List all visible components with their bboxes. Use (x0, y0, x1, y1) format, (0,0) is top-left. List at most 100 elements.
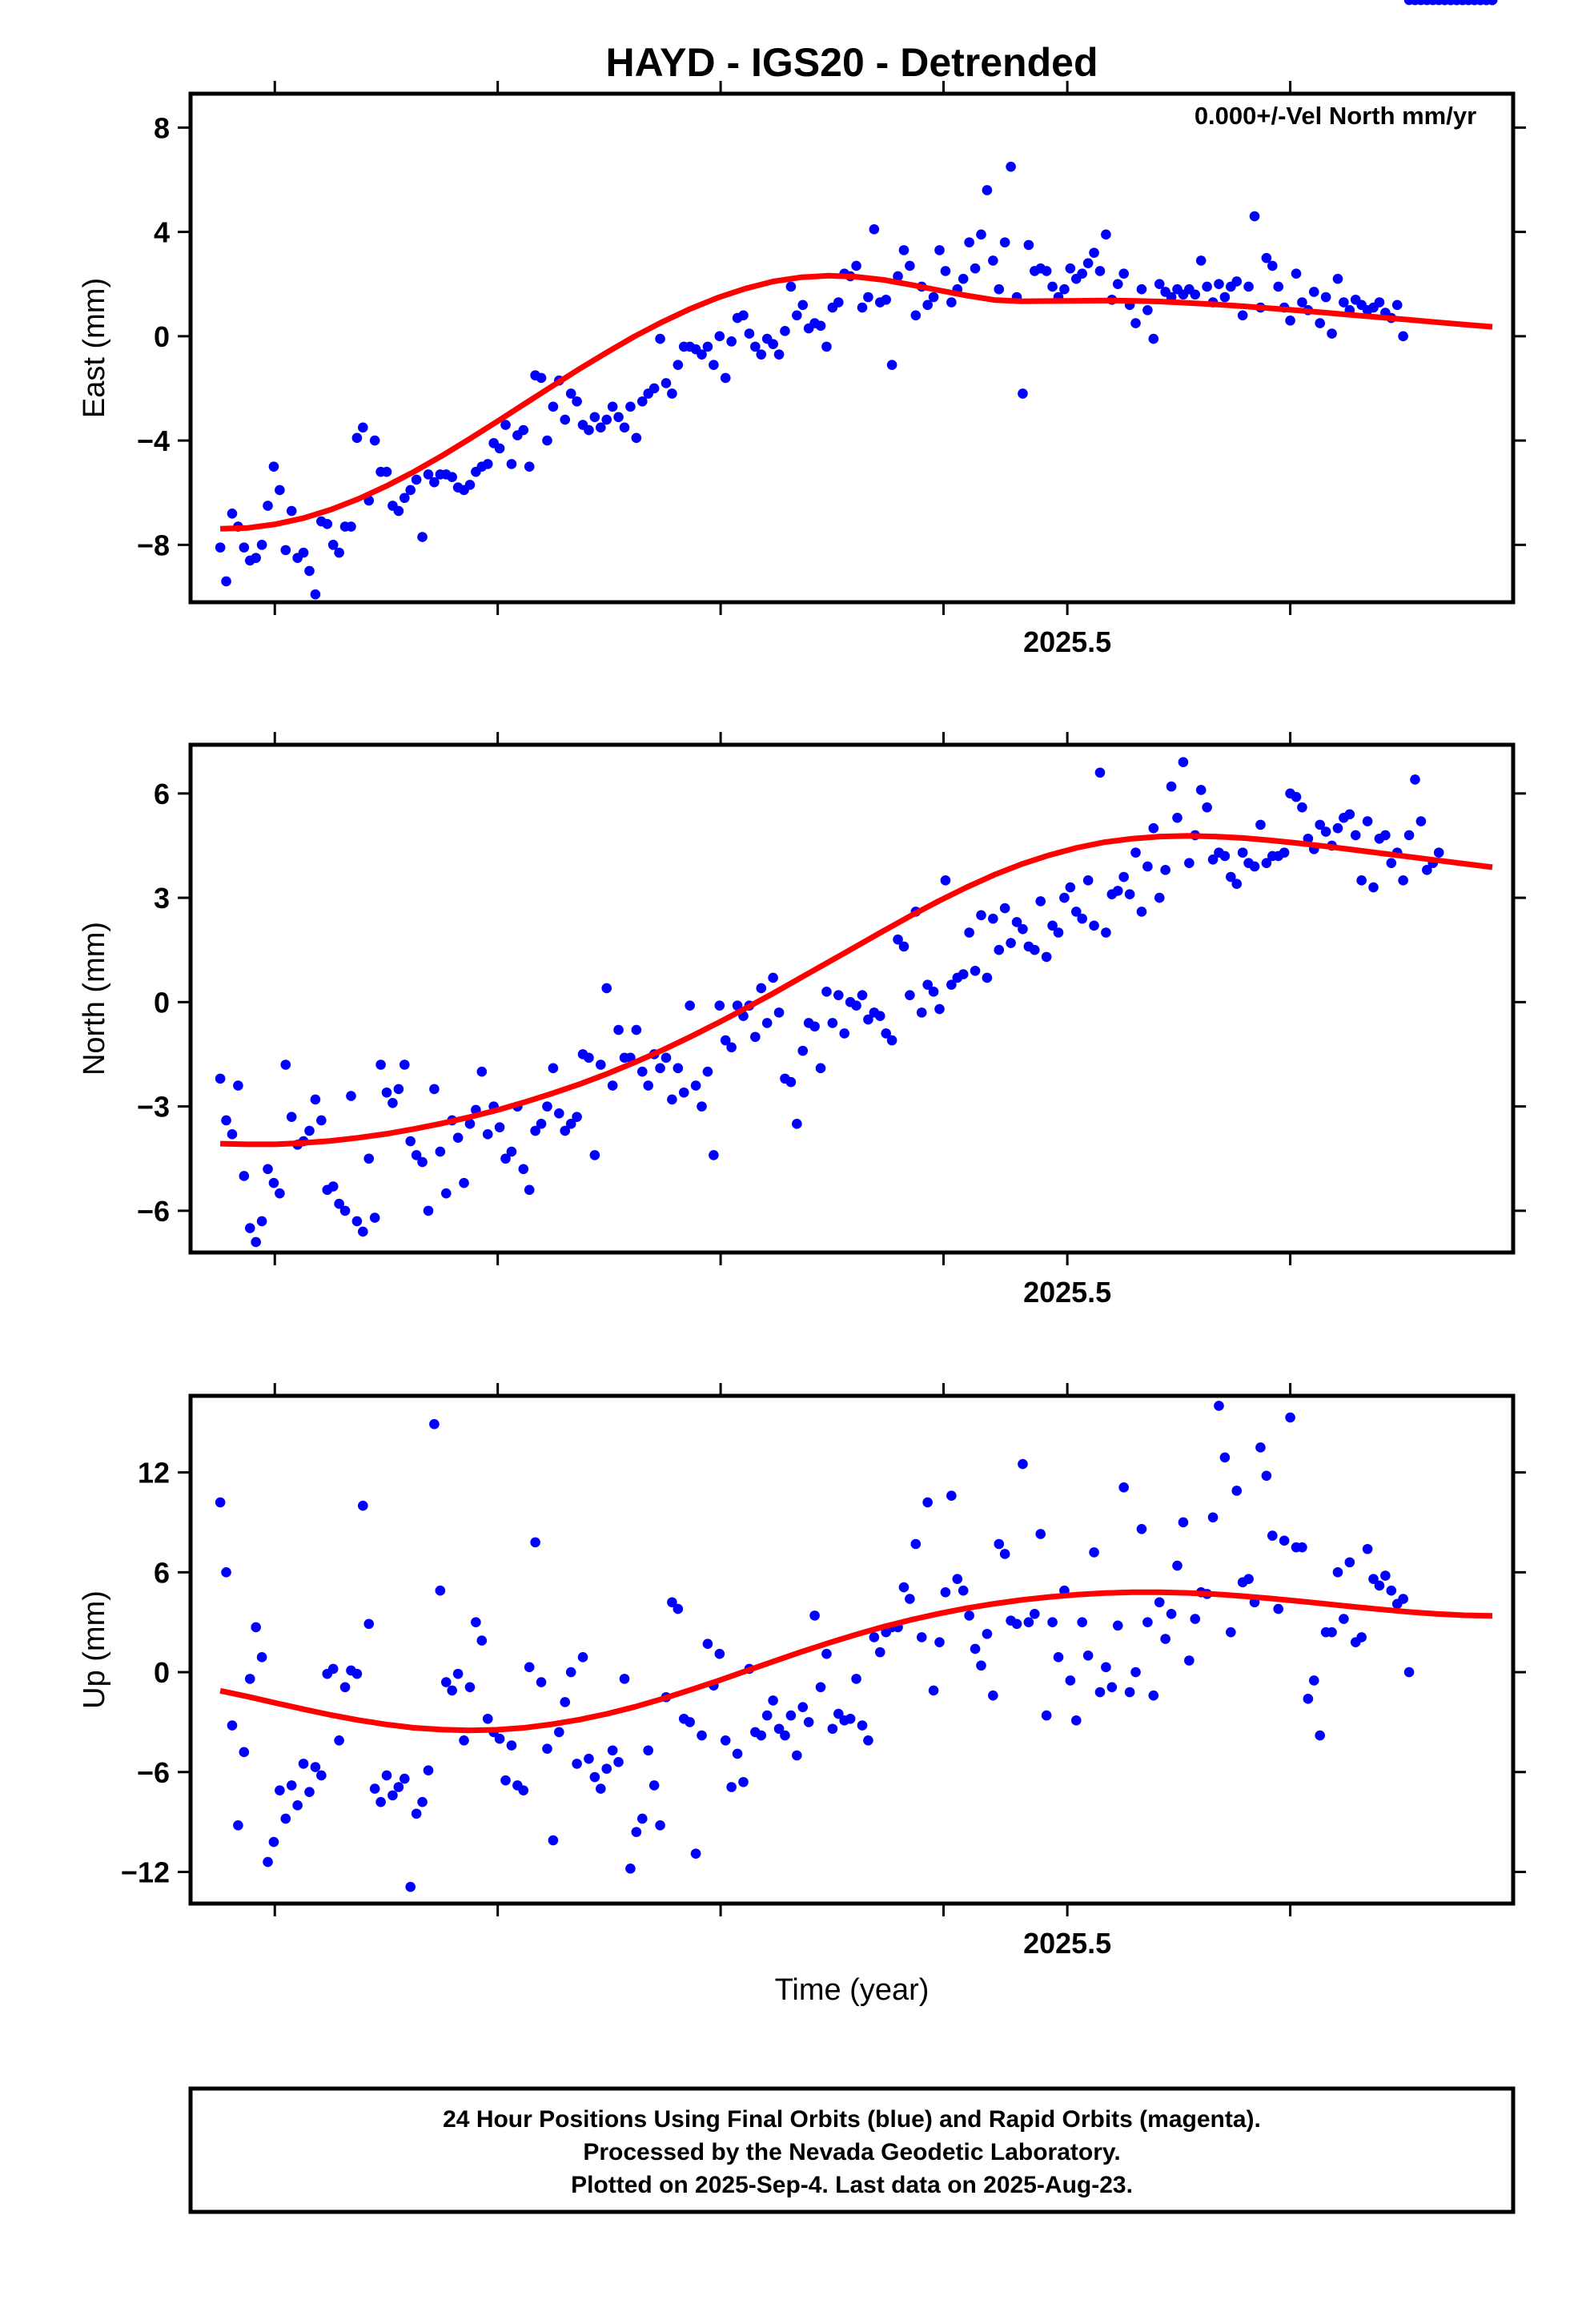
up-plot-frame (188, 1393, 1516, 1906)
north-point (1154, 892, 1165, 903)
east-point (851, 260, 861, 271)
east-point (1285, 316, 1295, 326)
north-point (251, 1236, 261, 1248)
east-point (1065, 263, 1076, 274)
east-ytick-label-0: −8 (137, 529, 170, 561)
north-point (500, 1153, 511, 1164)
north-point (584, 1052, 594, 1063)
north-point (667, 1094, 677, 1105)
north-point (554, 1108, 564, 1119)
north-point (678, 1087, 689, 1098)
up-point (233, 1820, 243, 1831)
east-point (780, 326, 790, 336)
up-point (1030, 1609, 1040, 1619)
east-point (548, 401, 559, 412)
north-point (636, 1066, 648, 1077)
east-point (958, 273, 969, 284)
north-point (1415, 816, 1427, 826)
north-point (1047, 920, 1058, 931)
up-point (251, 1622, 261, 1633)
up-point (506, 1740, 517, 1751)
north-point (940, 875, 951, 886)
north-point (268, 1177, 279, 1188)
north-ytick-label-1: −3 (137, 1091, 170, 1124)
east-point (286, 505, 297, 517)
east-point (1130, 318, 1141, 328)
north-point (1065, 882, 1076, 893)
east-point (869, 224, 880, 235)
up-point (1172, 1560, 1182, 1571)
north-point (1136, 907, 1147, 917)
east-point (1332, 273, 1343, 284)
up-point (1018, 1458, 1028, 1470)
north-point (673, 1063, 684, 1074)
north-point (994, 944, 1005, 955)
north-point (548, 1063, 559, 1074)
east-point (756, 349, 767, 360)
up-point (1124, 1687, 1135, 1698)
east-point (1082, 258, 1094, 268)
up-panel: −12 −6 0 6 12 2025.5 Up (mm) (78, 0, 1526, 1960)
east-ytick-label-1: −4 (137, 424, 170, 457)
north-point (613, 1024, 624, 1035)
up-point (459, 1735, 469, 1746)
north-point (327, 1181, 339, 1192)
north-point (1362, 816, 1373, 826)
north-point (304, 1125, 315, 1136)
north-point (1053, 927, 1064, 938)
north-point (381, 1087, 392, 1098)
up-point (1344, 1557, 1355, 1568)
up-point (845, 1713, 856, 1724)
up-point (1226, 1626, 1236, 1638)
up-point (934, 1637, 945, 1647)
east-point (893, 271, 903, 282)
up-point (780, 1730, 790, 1741)
east-point (1190, 289, 1201, 300)
north-point (1315, 819, 1325, 830)
north-point (732, 1000, 743, 1011)
up-point (411, 1808, 422, 1819)
north-point (685, 1000, 695, 1011)
north-point (1041, 951, 1052, 963)
north-point (464, 1119, 476, 1129)
north-point (351, 1216, 363, 1227)
north-point (263, 1164, 273, 1175)
up-point (982, 1628, 993, 1639)
up-point (275, 1785, 285, 1795)
north-point (1148, 822, 1159, 834)
up-point (910, 1538, 921, 1550)
north-point (1118, 871, 1129, 883)
north-point (1291, 791, 1302, 802)
up-point (304, 1787, 315, 1798)
north-point (761, 1018, 773, 1028)
up-point (874, 1647, 885, 1658)
north-point (661, 1052, 672, 1063)
up-point (369, 1783, 380, 1794)
up-point (619, 1674, 630, 1684)
north-panel: −6 −3 0 3 6 2025.5 North (mm) (78, 0, 1526, 1309)
north-point (506, 1146, 517, 1157)
north-point (375, 1059, 386, 1070)
north-point (1297, 802, 1307, 813)
north-point (1035, 896, 1046, 907)
up-point (607, 1745, 618, 1756)
east-point (613, 412, 624, 423)
east-point (322, 519, 333, 529)
up-point (554, 1727, 564, 1738)
north-point (1011, 917, 1022, 927)
up-point (327, 1663, 339, 1675)
east-point (280, 545, 291, 556)
east-point (227, 508, 238, 519)
east-point (946, 297, 957, 308)
north-point (536, 1119, 547, 1129)
up-point (714, 1648, 725, 1659)
north-point (239, 1171, 250, 1181)
up-point (1142, 1617, 1153, 1628)
up-point (952, 1574, 963, 1584)
north-point (494, 1122, 505, 1132)
north-point (1356, 875, 1367, 886)
up-ytick-label-2: 0 (154, 1656, 170, 1689)
east-point (934, 245, 945, 255)
up-point (1154, 1597, 1165, 1608)
north-point (1303, 833, 1314, 844)
